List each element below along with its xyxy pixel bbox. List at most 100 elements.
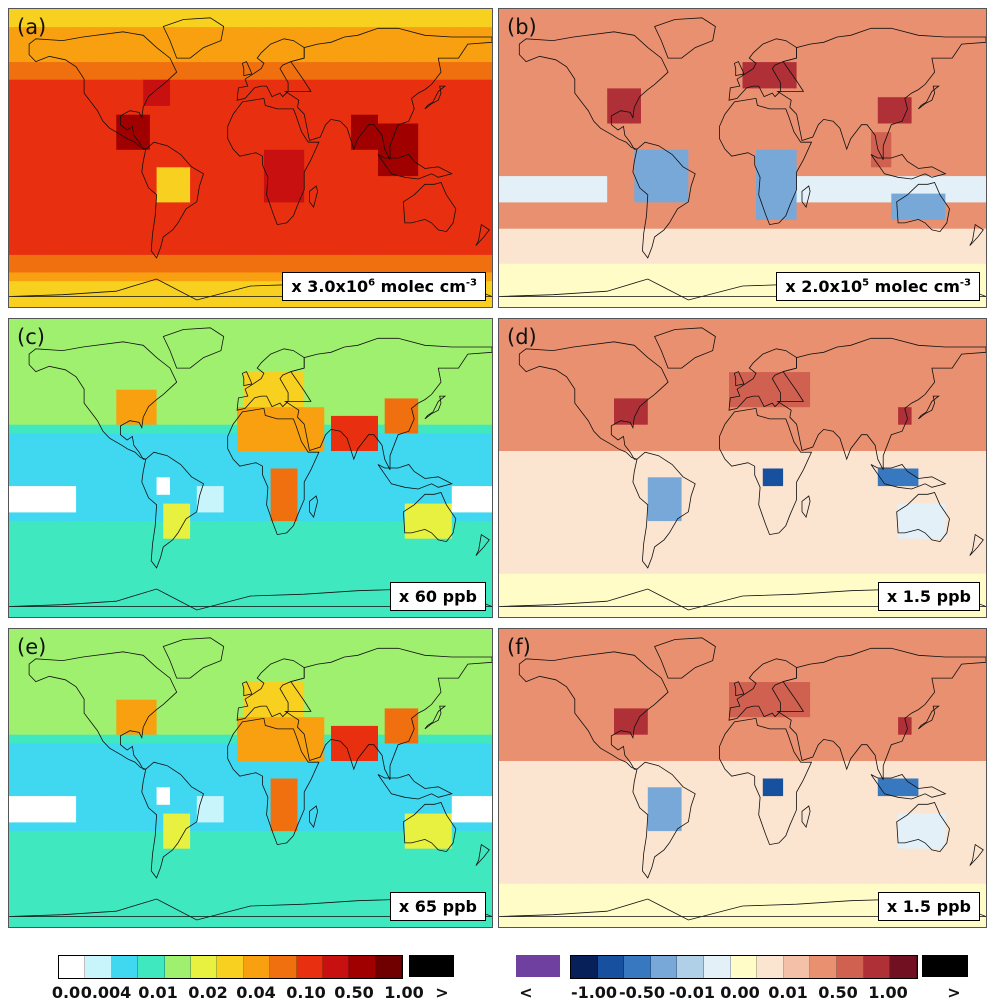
colorbar-tick: 0.02: [188, 983, 228, 1002]
colorbar-tick: 0.10: [286, 983, 326, 1002]
coastline-asia: [776, 337, 986, 470]
colorbar-tick: -1.00: [570, 983, 618, 1002]
colorbar-swatch: [164, 956, 191, 978]
colorbar-swatch: [349, 956, 376, 978]
colorbar-seq-over: [409, 955, 454, 977]
coastline-southAmerica: [141, 141, 204, 259]
coastline-asia: [284, 647, 492, 780]
coastline-japan: [424, 395, 447, 420]
coastline-australia: [402, 492, 457, 543]
coastline-asia: [776, 27, 986, 160]
colorbar-swatch: [138, 956, 165, 978]
colorbar-swatch: [704, 956, 731, 978]
coastline-northAmerica: [518, 31, 669, 150]
colorbar-swatch: [890, 956, 917, 978]
panel-label: (c): [17, 325, 45, 349]
colorbar-div-over: [922, 955, 968, 977]
coastline-uk: [733, 681, 745, 697]
colorbar-tick: 0.00: [720, 983, 760, 1002]
coastline-greenland: [162, 17, 225, 59]
colorbar-div-under: [516, 955, 560, 977]
colorbar-tick: -0.50: [618, 983, 666, 1002]
coastline-madagascar: [801, 495, 811, 518]
coastline-nz: [969, 223, 984, 246]
map-field: [499, 319, 986, 617]
unit-label: x 1.5 ppb: [877, 582, 980, 611]
colorbar-diverging: < -1.00 -0.50 -0.01 0.00 0.01 0.50 1.00 >: [516, 955, 976, 1002]
coastline-australia: [896, 802, 950, 853]
map-panel-c: (c) x 60 ppb: [8, 318, 493, 618]
coastline-greenland: [162, 637, 225, 679]
colorbar-seq-swatches: [58, 955, 403, 979]
colorbar-swatch: [322, 956, 350, 978]
colorbar-tick: 0.0: [51, 983, 81, 1002]
coastline-southAmerica: [632, 761, 696, 879]
colorbar-swatch: [111, 956, 139, 978]
coastline-asia: [284, 337, 492, 470]
coastline-uk: [241, 371, 253, 387]
coastline-indonesia: [870, 154, 947, 180]
coastline-nz: [969, 843, 984, 866]
colorbar-swatch: [783, 956, 811, 978]
unit-label: x 65 ppb: [389, 892, 486, 921]
coastline-australia: [402, 802, 457, 853]
colorbar-swatch: [375, 956, 403, 978]
map-panel-f: (f) x 1.5 ppb: [498, 628, 987, 928]
colorbar-tick: >: [435, 983, 449, 1002]
coastline-madagascar: [801, 805, 811, 828]
coastline-indonesia: [870, 774, 947, 800]
coastline-nz: [475, 843, 490, 866]
coastline-northAmerica: [28, 341, 178, 460]
panel-label: (f): [507, 635, 531, 659]
coastline-africa: [719, 407, 813, 536]
colorbar-swatch: [810, 956, 838, 978]
coastline-madagascar: [309, 495, 319, 518]
coastline-nz: [969, 533, 984, 556]
coastline-northAmerica: [28, 651, 178, 770]
coastline-japan: [424, 85, 447, 110]
colorbar-tick: 0.004: [80, 983, 132, 1002]
coastline-southAmerica: [141, 761, 204, 879]
coastline-southAmerica: [632, 451, 696, 569]
panel-label: (d): [507, 325, 537, 349]
colorbar-div-swatches: [570, 955, 918, 979]
panel-label: (e): [17, 635, 47, 659]
colorbar-tick: <: [519, 983, 533, 1002]
coastline-indonesia: [377, 464, 453, 490]
map-panel-d: (d) x 1.5 ppb: [498, 318, 987, 618]
colorbar-swatch: [571, 956, 598, 978]
colorbar-swatch: [730, 956, 758, 978]
colorbar-swatch: [296, 956, 323, 978]
unit-label: x 60 ppb: [389, 582, 486, 611]
coastline-greenland: [162, 327, 225, 369]
coastline-nz: [475, 223, 490, 246]
colorbar-tick: 1.00: [384, 983, 424, 1002]
coastline-madagascar: [801, 185, 811, 208]
unit-label: x 2.0x105 molec cm-3: [776, 272, 980, 301]
colorbar-swatch: [597, 956, 625, 978]
map-field: [9, 629, 492, 927]
colorbar-swatch: [59, 956, 86, 978]
coastline-greenland: [654, 17, 716, 59]
coastline-uk: [733, 61, 745, 77]
colorbar-swatch: [624, 956, 651, 978]
coastline-uk: [733, 371, 745, 387]
colorbar-tick: 0.50: [818, 983, 858, 1002]
coastline-africa: [227, 97, 320, 226]
colorbar-sequential: 0.0 0.004 0.01 0.02 0.04 0.10 0.50 1.00 >: [52, 955, 458, 1002]
coastline-japan: [918, 85, 940, 110]
colorbar-swatch: [677, 956, 705, 978]
colorbar-swatch: [863, 956, 891, 978]
coastline-indonesia: [870, 464, 947, 490]
colorbar-swatch: [757, 956, 784, 978]
coastline-africa: [719, 97, 813, 226]
colorbar-swatch: [270, 956, 297, 978]
coastline-northAmerica: [518, 341, 669, 460]
map-field: [9, 9, 492, 307]
coastline-africa: [227, 717, 320, 846]
unit-label: x 1.5 ppb: [877, 892, 980, 921]
coastline-indonesia: [377, 774, 453, 800]
coastline-southAmerica: [632, 141, 696, 259]
coastline-northAmerica: [28, 31, 178, 150]
colorbar-tick: 1.00: [868, 983, 908, 1002]
